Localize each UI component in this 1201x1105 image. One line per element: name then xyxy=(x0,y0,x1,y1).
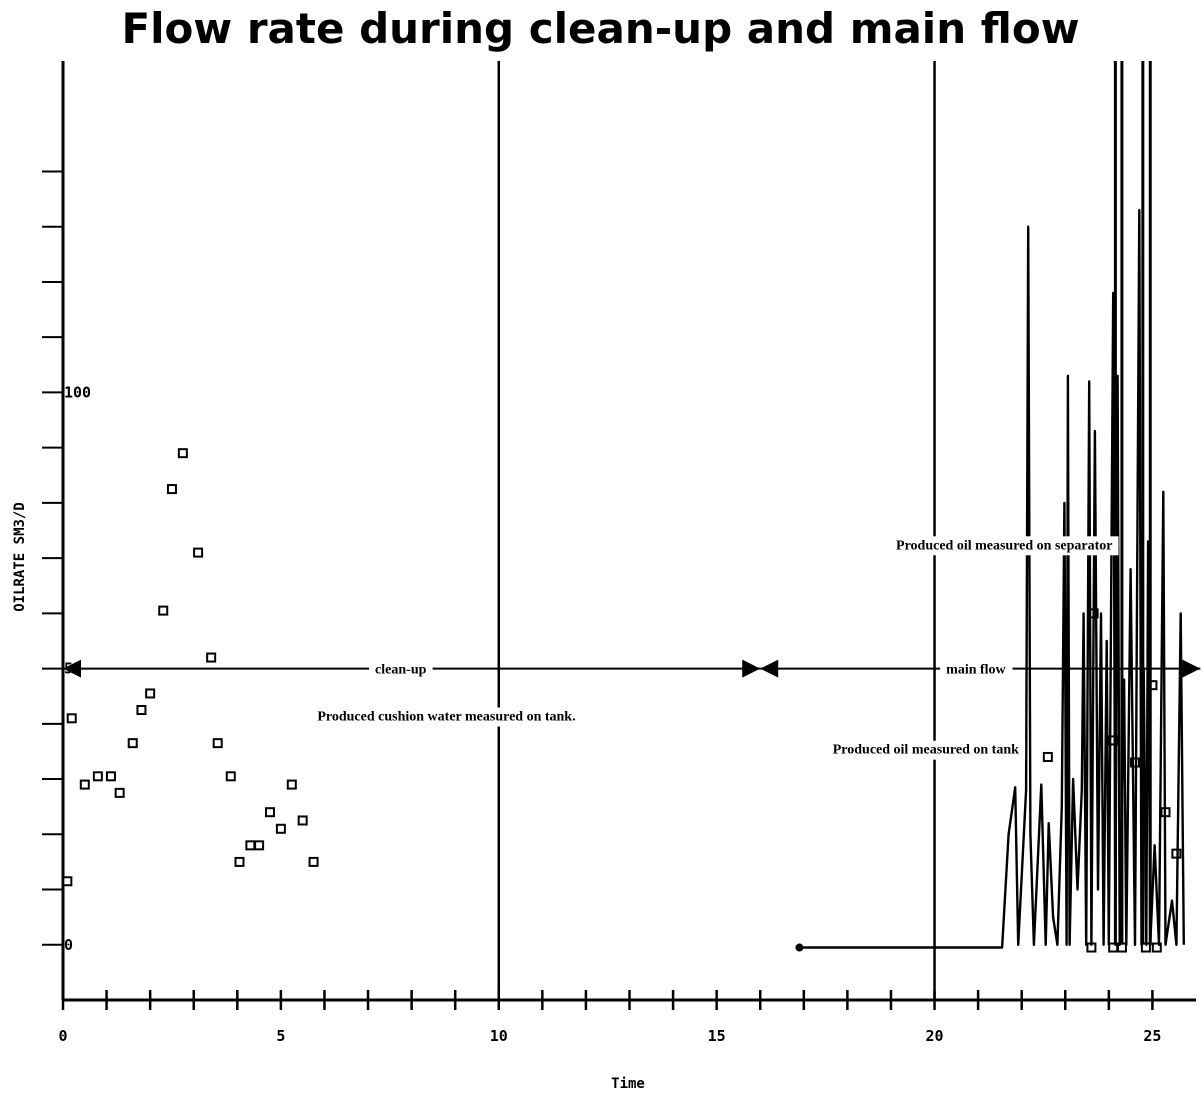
series-0-point xyxy=(158,605,169,616)
series-0-point xyxy=(166,484,177,495)
series-0-point xyxy=(206,652,217,663)
y-tick-label: 0 xyxy=(64,936,73,954)
series-0-point xyxy=(286,779,297,790)
y-tick-label: 100 xyxy=(64,383,91,401)
series-1-point xyxy=(1042,751,1053,762)
series-2-start-point xyxy=(795,943,804,952)
annotation-background xyxy=(940,660,1013,680)
annotation-text: clean-up xyxy=(375,663,427,678)
series-0-point xyxy=(245,840,256,851)
series-0-point xyxy=(264,807,275,818)
x-tick-label: 15 xyxy=(708,1027,726,1045)
series-0-point xyxy=(145,688,156,699)
phase-arrowhead-left xyxy=(760,659,779,678)
annotation-background xyxy=(890,536,1119,556)
x-axis-title: Time xyxy=(611,1076,645,1092)
chart-grid-layer xyxy=(497,61,936,1000)
series-0-point xyxy=(308,856,319,867)
x-tick-label: 5 xyxy=(276,1027,285,1045)
x-tick-label: 10 xyxy=(490,1027,508,1045)
series-0-point xyxy=(66,713,77,724)
series-0-point xyxy=(254,840,265,851)
series-0-point xyxy=(127,738,138,749)
y-axis-title: OILRATE SM3/D xyxy=(12,502,28,612)
annotation-4: Produced oil measured on tank xyxy=(826,740,1026,760)
series-0-point xyxy=(136,705,147,716)
annotation-background xyxy=(826,740,1026,760)
chart-axes: 0510152025050100 xyxy=(42,61,1196,1045)
phase-arrowhead-right xyxy=(742,659,761,678)
chart-series-layer xyxy=(62,61,1185,953)
series-0-point xyxy=(212,738,223,749)
series-0-point xyxy=(114,787,125,798)
x-tick-label: 20 xyxy=(926,1027,944,1045)
annotation-3: Produced oil measured on separator xyxy=(890,536,1119,556)
series-1-point xyxy=(1151,942,1162,953)
annotation-0: clean-up xyxy=(369,660,433,680)
annotation-text: main flow xyxy=(946,663,1006,678)
annotation-1: main flow xyxy=(940,660,1013,680)
annotation-background xyxy=(311,707,582,727)
annotation-text: Produced oil measured on separator xyxy=(896,538,1112,553)
annotation-2: Produced cushion water measured on tank. xyxy=(311,707,582,727)
series-0-point xyxy=(297,815,308,826)
annotation-text: Produced oil measured on tank xyxy=(833,743,1019,758)
x-tick-label: 0 xyxy=(58,1027,67,1045)
chart-annotations: clean-up main flow Produced cushion water … xyxy=(63,536,1201,760)
series-0-point xyxy=(79,779,90,790)
series-0-point xyxy=(177,448,188,459)
chart-title: Flow rate during clean-up and main flow xyxy=(121,4,1080,53)
series-2-line xyxy=(799,208,1185,949)
x-tick-label: 25 xyxy=(1143,1027,1161,1045)
series-0-point xyxy=(92,771,103,782)
annotation-text: Produced cushion water measured on tank. xyxy=(317,710,575,725)
phase-arrowhead-right xyxy=(1182,659,1201,678)
phase-arrowhead-left xyxy=(63,659,81,678)
series-0-point xyxy=(225,771,236,782)
series-0-point xyxy=(193,547,204,558)
series-0-point xyxy=(275,823,286,834)
series-0-point xyxy=(234,856,245,867)
series-0-point xyxy=(105,771,116,782)
series-0-point xyxy=(62,876,73,887)
annotation-background xyxy=(369,660,433,680)
